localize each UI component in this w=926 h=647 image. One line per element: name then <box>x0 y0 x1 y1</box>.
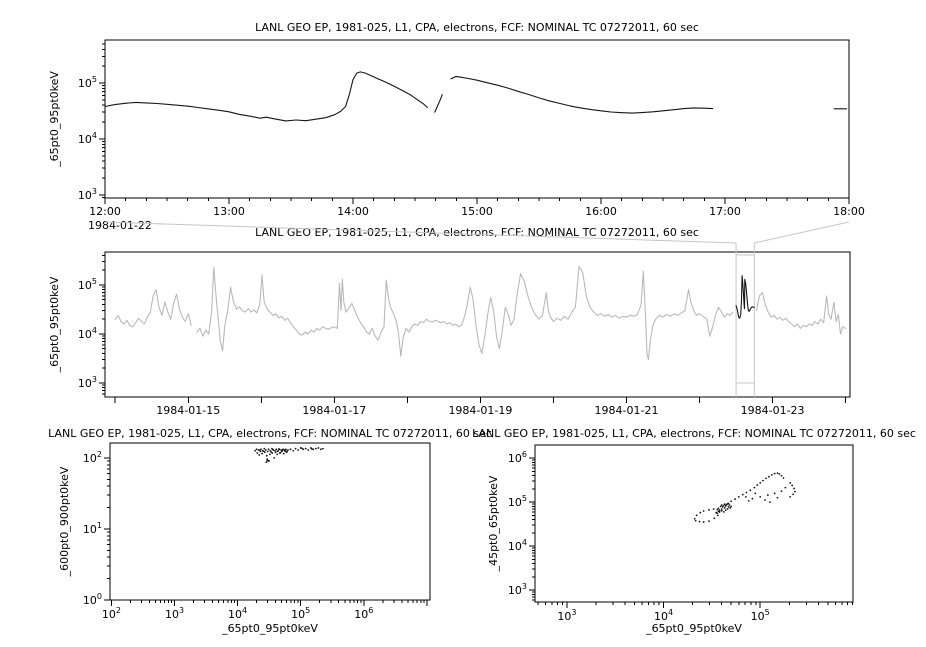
x-tick-label: 15:00 <box>461 205 493 218</box>
y-tick-label: 105 <box>508 494 527 509</box>
y-tick-label: 105 <box>78 277 97 292</box>
x-tick-label: 102 <box>102 606 121 621</box>
plot-overview-timeseries: LANL GEO EP, 1981-025, L1, CPA, electron… <box>48 226 851 417</box>
x-tick-label: 103 <box>557 608 576 623</box>
x-tick-label: 103 <box>165 606 184 621</box>
y-axis: 100 101 102 _600pt0_900pt0keV <box>58 450 110 607</box>
x-tick-label: 18:00 <box>833 205 865 218</box>
x-axis: 1984-01-15 1984-01-17 1984-01-19 1984-01-21… <box>114 397 847 417</box>
y-axis-label: _65pt0_95pt0keV <box>48 276 61 373</box>
y-tick-label: 100 <box>83 592 102 607</box>
x-tick-label: 1984-01-19 <box>448 404 512 417</box>
zoom-connector-right <box>754 221 850 244</box>
x-tick-label: 1984-01-15 <box>156 404 220 417</box>
x-tick-label: 104 <box>228 606 247 621</box>
plot-scatter-45-65keV-vs-65-95keV: LANL GEO EP, 1981-025, L1, CPA, electron… <box>472 427 916 635</box>
x-tick-label: 105 <box>291 606 310 621</box>
y-axis: 103 104 105 _65pt0_95pt0keV <box>48 43 105 202</box>
x-tick-label: 105 <box>751 608 770 623</box>
plot-title: LANL GEO EP, 1981-025, L1, CPA, electron… <box>48 427 492 440</box>
plot-frame[interactable] <box>534 444 854 603</box>
x-tick-label: 1984-01-23 <box>741 404 805 417</box>
y-axis: 103 104 105 106 _45pt0_65pt0keV <box>487 450 535 601</box>
y-tick-label: 104 <box>78 131 97 146</box>
plot-frame[interactable] <box>104 251 851 398</box>
flux-correlation-loop <box>693 472 796 523</box>
x-tick-label: 104 <box>654 608 673 623</box>
plot-title: LANL GEO EP, 1981-025, L1, CPA, electron… <box>255 21 699 34</box>
y-tick-label: 105 <box>78 75 97 90</box>
x-tick-label: 17:00 <box>709 205 741 218</box>
y-axis: 103 104 105 _65pt0_95pt0keV <box>48 254 105 395</box>
x-tick-label: 14:00 <box>337 205 369 218</box>
x-tick-label: 1984-01-17 <box>302 404 366 417</box>
x-tick-label: 1984-01-21 <box>595 404 659 417</box>
zoom-connectors <box>104 221 850 244</box>
context-date-label: 1984-01-22 <box>88 219 152 232</box>
electron-flux-65-95keV <box>104 71 848 122</box>
plot-scatter-600-900keV-vs-65-95keV: LANL GEO EP, 1981-025, L1, CPA, electron… <box>48 427 492 635</box>
y-tick-label: 103 <box>78 375 97 390</box>
zoom-connector-left <box>104 221 737 244</box>
x-axis-label: _65pt0_95pt0keV <box>221 622 318 635</box>
y-axis-label: _45pt0_65pt0keV <box>487 475 500 572</box>
y-axis-label: _65pt0_95pt0keV <box>48 71 61 168</box>
y-tick-label: 102 <box>83 450 102 465</box>
x-tick-label: 13:00 <box>213 205 245 218</box>
x-axis: 103 104 105 _65pt0_95pt0keV <box>537 602 853 635</box>
y-tick-label: 103 <box>78 187 97 202</box>
plot-frame[interactable] <box>104 39 850 199</box>
x-axis: 102 103 104 105 106 _65pt0_95pt0keV <box>102 600 428 635</box>
y-tick-label: 103 <box>508 582 527 597</box>
x-tick-label: 12:00 <box>89 205 121 218</box>
y-tick-label: 104 <box>508 538 527 553</box>
selection-box[interactable] <box>735 243 755 397</box>
electron-flux-highlighted-interval <box>735 275 755 319</box>
x-tick-label: 16:00 <box>585 205 617 218</box>
plot-title: LANL GEO EP, 1981-025, L1, CPA, electron… <box>255 226 699 239</box>
y-tick-label: 104 <box>78 326 97 341</box>
plot-zoom-timeseries: LANL GEO EP, 1981-025, L1, CPA, electron… <box>48 21 865 232</box>
y-axis-label: _600pt0_900pt0keV <box>58 466 71 577</box>
plot-frame[interactable] <box>109 442 431 601</box>
y-tick-label: 106 <box>508 450 527 465</box>
plot-title: LANL GEO EP, 1981-025, L1, CPA, electron… <box>472 427 916 440</box>
y-tick-label: 101 <box>83 521 102 536</box>
x-tick-label: 106 <box>354 606 373 621</box>
x-axis: 12:00 13:00 14:00 15:00 16:00 17:00 18:00 1984-… <box>88 198 865 232</box>
flux-correlation-points <box>254 447 324 464</box>
x-axis-label: _65pt0_95pt0keV <box>645 622 742 635</box>
electron-flux-overview <box>114 265 847 361</box>
